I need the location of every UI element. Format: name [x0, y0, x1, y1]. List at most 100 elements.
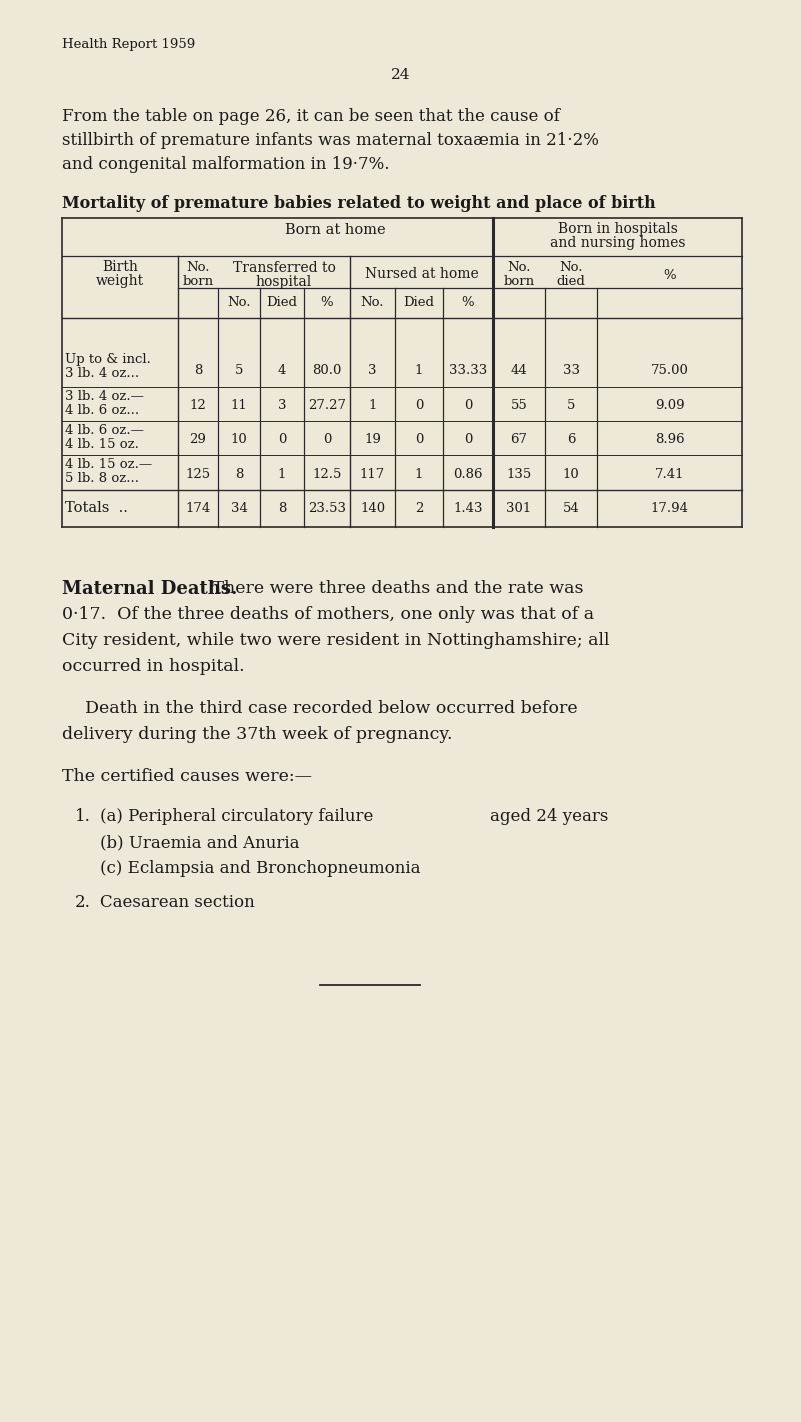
Text: 1: 1	[415, 364, 423, 377]
Text: 33.33: 33.33	[449, 364, 487, 377]
Text: No.: No.	[507, 262, 531, 274]
Text: 75.00: 75.00	[650, 364, 688, 377]
Text: Died: Died	[404, 296, 434, 309]
Text: 19: 19	[364, 434, 381, 447]
Text: Totals  ..: Totals ..	[65, 502, 128, 516]
Text: 8: 8	[194, 364, 202, 377]
Text: Birth: Birth	[102, 260, 138, 274]
Text: 3: 3	[278, 400, 286, 412]
Text: 0: 0	[323, 434, 331, 447]
Text: %: %	[461, 296, 474, 309]
Text: 33: 33	[562, 364, 579, 377]
Text: 17.94: 17.94	[650, 502, 689, 515]
Text: 8: 8	[235, 468, 244, 481]
Text: 3 lb. 4 oz...: 3 lb. 4 oz...	[65, 367, 139, 380]
Text: 4 lb. 15 oz.—: 4 lb. 15 oz.—	[65, 458, 152, 471]
Text: 10: 10	[562, 468, 579, 481]
Text: 1: 1	[278, 468, 286, 481]
Text: Death in the third case recorded below occurred before: Death in the third case recorded below o…	[85, 700, 578, 717]
Text: 0: 0	[415, 434, 423, 447]
Text: hospital: hospital	[256, 274, 312, 289]
Text: From the table on page 26, it can be seen that the cause of: From the table on page 26, it can be see…	[62, 108, 560, 125]
Text: (c) Eclampsia and Bronchopneumonia: (c) Eclampsia and Bronchopneumonia	[100, 860, 421, 877]
Text: 1: 1	[415, 468, 423, 481]
Text: Health Report 1959: Health Report 1959	[62, 38, 195, 51]
Text: 0: 0	[464, 400, 472, 412]
Text: No.: No.	[187, 262, 210, 274]
Text: 1.: 1.	[75, 808, 91, 825]
Text: 11: 11	[231, 400, 248, 412]
Text: 4 lb. 6 oz.—: 4 lb. 6 oz.—	[65, 424, 144, 437]
Text: 2: 2	[415, 502, 423, 515]
Text: (b) Uraemia and Anuria: (b) Uraemia and Anuria	[100, 833, 300, 850]
Text: 301: 301	[506, 502, 532, 515]
Text: stillbirth of premature infants was maternal toxaæmia in 21·2%: stillbirth of premature infants was mate…	[62, 132, 599, 149]
Text: 23.53: 23.53	[308, 502, 346, 515]
Text: 174: 174	[185, 502, 211, 515]
Text: 34: 34	[231, 502, 248, 515]
Text: 4 lb. 15 oz.: 4 lb. 15 oz.	[65, 438, 139, 451]
Text: occurred in hospital.: occurred in hospital.	[62, 658, 244, 675]
Text: %: %	[320, 296, 333, 309]
Text: The certified causes were:—: The certified causes were:—	[62, 768, 312, 785]
Text: 1.43: 1.43	[453, 502, 483, 515]
Text: 44: 44	[510, 364, 527, 377]
Text: 6: 6	[567, 434, 575, 447]
Text: 5 lb. 8 oz...: 5 lb. 8 oz...	[65, 472, 139, 485]
Text: City resident, while two were resident in Nottinghamshire; all: City resident, while two were resident i…	[62, 631, 610, 648]
Text: Caesarean section: Caesarean section	[100, 894, 255, 912]
Text: 67: 67	[510, 434, 528, 447]
Text: 140: 140	[360, 502, 385, 515]
Text: 8.96: 8.96	[654, 434, 684, 447]
Text: 2.: 2.	[75, 894, 91, 912]
Text: 3: 3	[368, 364, 376, 377]
Text: Mortality of premature babies related to weight and place of birth: Mortality of premature babies related to…	[62, 195, 656, 212]
Text: Born at home: Born at home	[285, 223, 386, 237]
Text: %: %	[663, 269, 676, 282]
Text: born: born	[183, 274, 214, 289]
Text: 135: 135	[506, 468, 532, 481]
Text: 5: 5	[235, 364, 244, 377]
Text: 117: 117	[360, 468, 385, 481]
Text: aged 24 years: aged 24 years	[490, 808, 609, 825]
Text: 0.86: 0.86	[453, 468, 483, 481]
Text: 3 lb. 4 oz.—: 3 lb. 4 oz.—	[65, 390, 144, 402]
Text: 0: 0	[415, 400, 423, 412]
Text: 9.09: 9.09	[654, 400, 684, 412]
Text: 10: 10	[231, 434, 248, 447]
Text: and nursing homes: and nursing homes	[549, 236, 685, 250]
Text: born: born	[504, 274, 534, 289]
Text: 54: 54	[562, 502, 579, 515]
Text: Nursed at home: Nursed at home	[364, 267, 478, 282]
Text: (a) Peripheral circulatory failure: (a) Peripheral circulatory failure	[100, 808, 373, 825]
Text: 0·17.  Of the three deaths of mothers, one only was that of a: 0·17. Of the three deaths of mothers, on…	[62, 606, 594, 623]
Text: No.: No.	[227, 296, 251, 309]
Text: 27.27: 27.27	[308, 400, 346, 412]
Text: 12: 12	[190, 400, 207, 412]
Text: 8: 8	[278, 502, 286, 515]
Text: 80.0: 80.0	[312, 364, 342, 377]
Text: died: died	[557, 274, 586, 289]
Text: Transferred to: Transferred to	[232, 262, 336, 274]
Text: No.: No.	[360, 296, 384, 309]
Text: 0: 0	[278, 434, 286, 447]
Text: There were three deaths and the rate was: There were three deaths and the rate was	[207, 580, 583, 597]
Text: 125: 125	[186, 468, 211, 481]
Text: 5: 5	[567, 400, 575, 412]
Text: 24: 24	[391, 68, 411, 82]
Text: 0: 0	[464, 434, 472, 447]
Text: 7.41: 7.41	[654, 468, 684, 481]
Text: Born in hospitals: Born in hospitals	[557, 222, 678, 236]
Text: 4: 4	[278, 364, 286, 377]
Text: 29: 29	[190, 434, 207, 447]
Text: 55: 55	[510, 400, 527, 412]
Text: 1: 1	[368, 400, 376, 412]
Text: Up to & incl.: Up to & incl.	[65, 353, 151, 365]
Text: delivery during the 37th week of pregnancy.: delivery during the 37th week of pregnan…	[62, 727, 453, 744]
Text: Died: Died	[267, 296, 297, 309]
Text: weight: weight	[96, 274, 144, 289]
Text: 12.5: 12.5	[312, 468, 342, 481]
Text: No.: No.	[559, 262, 583, 274]
Text: and congenital malformation in 19·7%.: and congenital malformation in 19·7%.	[62, 156, 389, 173]
Text: 4 lb. 6 oz...: 4 lb. 6 oz...	[65, 404, 139, 417]
